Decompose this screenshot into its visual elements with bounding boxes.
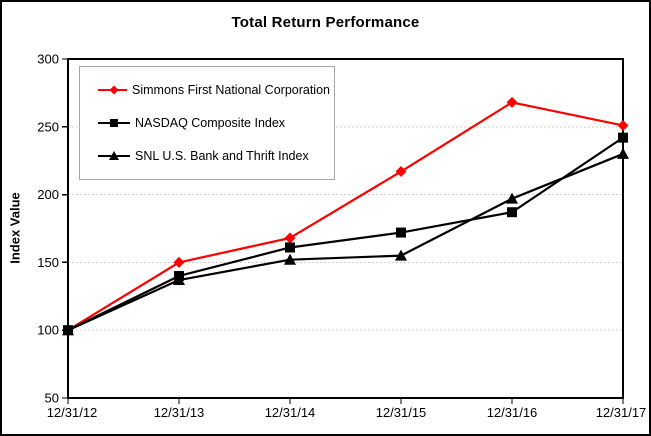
diamond-marker-icon (173, 256, 185, 268)
legend-item-0: Simmons First National Corporation (98, 83, 330, 97)
square-marker-icon (507, 207, 517, 218)
x-tick-label-5: 12/31/17 (596, 405, 647, 420)
y-tick-label-150: 150 (37, 255, 59, 270)
x-tick-label-1: 12/31/13 (154, 405, 205, 420)
triangle-marker-icon (284, 253, 296, 265)
diamond-marker-icon (284, 232, 296, 244)
diamond-marker-icon (506, 96, 518, 108)
triangle-marker-icon (617, 147, 629, 159)
legend-item-label: NASDAQ Composite Index (135, 115, 286, 130)
legend-box: Simmons First National Corporation NASDAQ… (79, 66, 335, 180)
triangle-marker-icon (395, 249, 407, 261)
y-tick-label-200: 200 (37, 187, 59, 202)
square-marker-icon (63, 325, 73, 336)
plot-frame (67, 58, 624, 399)
square-marker-icon (618, 132, 628, 143)
y-tick-label-50: 50 (45, 391, 59, 406)
x-tick-label-2: 12/31/14 (265, 405, 316, 420)
square-marker-icon (98, 118, 130, 127)
chart-title: Total Return Performance (231, 14, 420, 31)
square-marker-icon (396, 227, 406, 238)
y-tick-label-250: 250 (37, 119, 59, 134)
series-line-1 (67, 136, 624, 332)
x-tick-label-0: 12/31/12 (47, 405, 98, 420)
triangle-marker-icon (98, 151, 130, 161)
series-line-0 (67, 101, 624, 332)
legend-item-1: NASDAQ Composite Index (98, 116, 330, 130)
legend-item-2: SNL U.S. Bank and Thrift Index (98, 149, 330, 163)
diamond-marker-icon (395, 166, 407, 178)
y-tick-label-100: 100 (37, 323, 59, 338)
square-marker-icon (174, 270, 184, 281)
diamond-marker-icon (98, 85, 127, 95)
square-marker-icon (285, 242, 295, 253)
x-tick-label-4: 12/31/16 (487, 405, 538, 420)
y-tick-label-300: 300 (37, 52, 59, 67)
legend-item-label: Simmons First National Corporation (132, 82, 330, 97)
diamond-marker-icon (617, 119, 629, 131)
legend-item-label: SNL U.S. Bank and Thrift Index (135, 149, 309, 164)
triangle-marker-icon (506, 192, 518, 204)
series-line-2 (67, 152, 624, 332)
x-tick-label-3: 12/31/15 (376, 405, 427, 420)
